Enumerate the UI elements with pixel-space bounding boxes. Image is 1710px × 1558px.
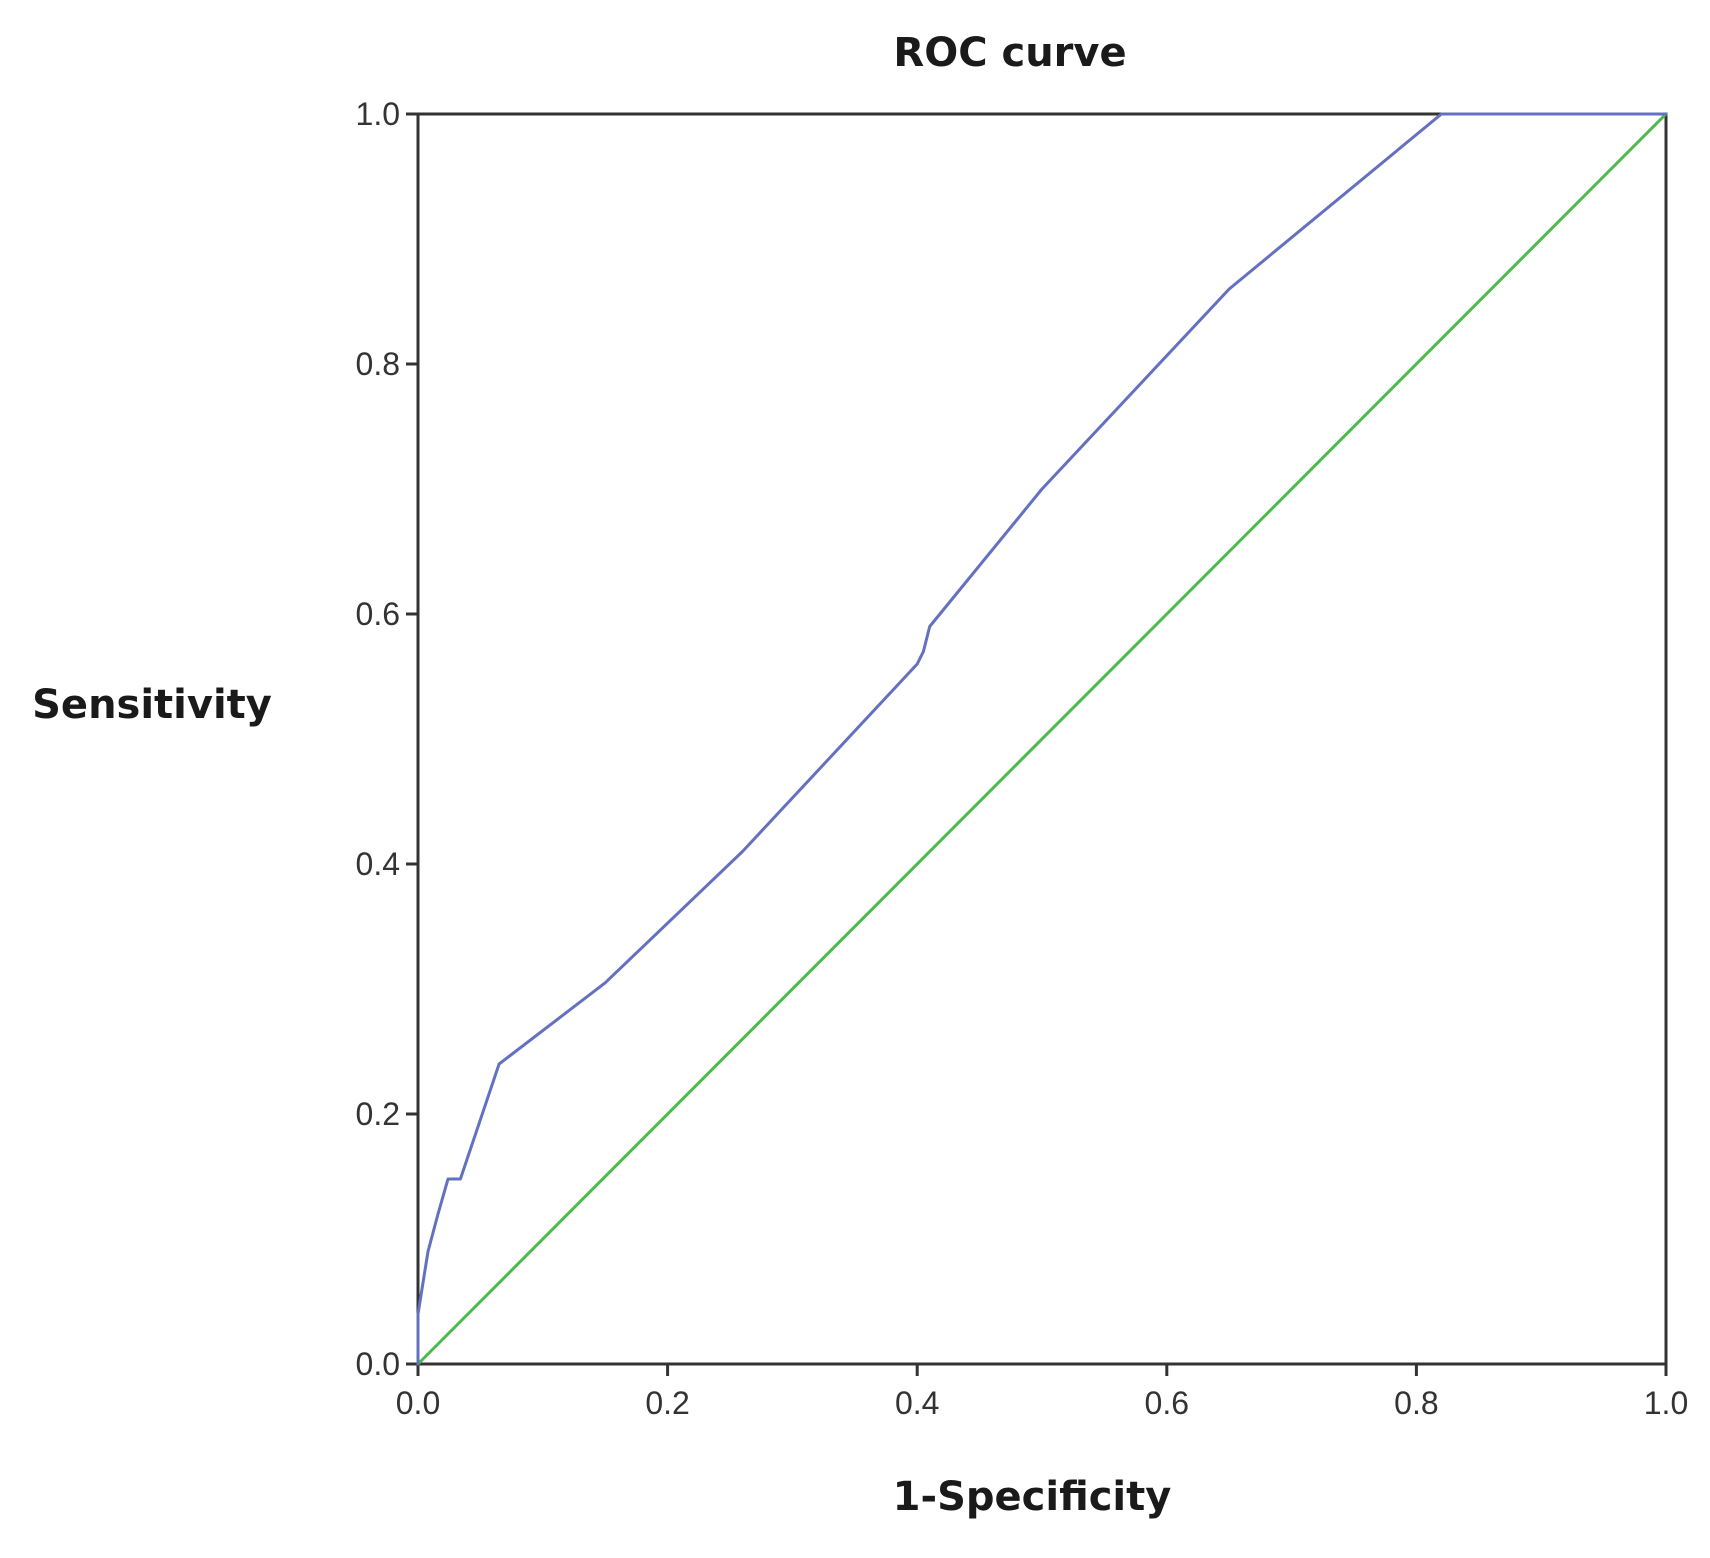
y-tick-label: 0.6	[356, 596, 400, 632]
y-axis-label: Sensitivity	[32, 682, 272, 728]
x-tick-label: 0.6	[1145, 1385, 1189, 1421]
y-tick-label: 0.4	[356, 846, 400, 882]
y-tick-label: 0.8	[356, 346, 400, 382]
x-tick-label: 0.4	[895, 1385, 939, 1421]
series-line-roc	[416, 112, 1668, 1366]
x-tick-label: 0.8	[1394, 1385, 1438, 1421]
x-tick-label: 0.2	[645, 1385, 689, 1421]
y-axis: 0.0 0.2 0.4 0.6 0.8 1.0	[356, 96, 418, 1382]
plot-border	[416, 112, 1668, 1366]
y-tick-label: 0.2	[356, 1096, 400, 1132]
plot-frame	[416, 112, 1668, 1366]
series-layer	[416, 112, 1668, 1366]
y-tick-label: 1.0	[356, 96, 400, 132]
x-axis: 0.0 0.2 0.4 0.6 0.8 1.0	[396, 1364, 1688, 1421]
x-tick-label: 0.0	[396, 1385, 440, 1421]
chart-title: ROC curve	[893, 30, 1126, 76]
x-axis-label: 1-Specificity	[893, 1474, 1172, 1520]
x-tick-label: 1.0	[1644, 1385, 1688, 1421]
series-line-reference	[416, 112, 1668, 1366]
y-tick-label: 0.0	[356, 1346, 400, 1382]
